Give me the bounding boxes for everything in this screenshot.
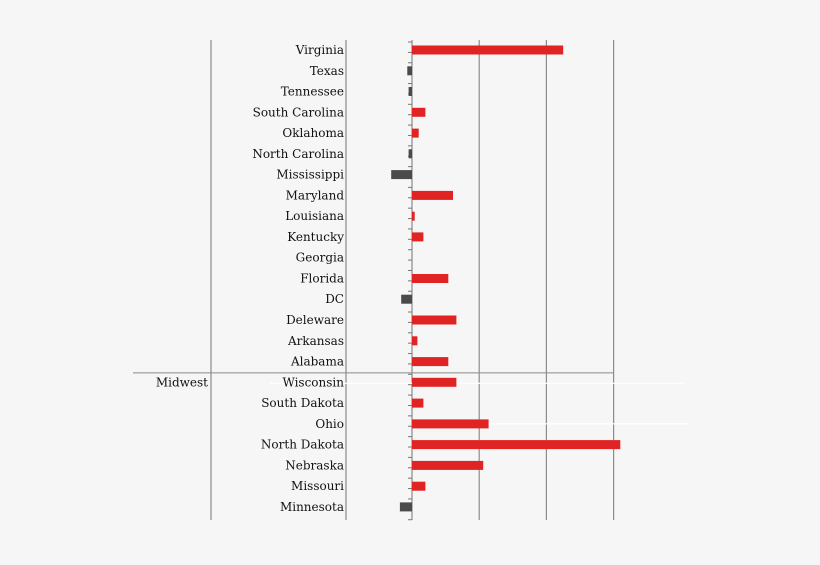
category-label-south-dakota: South Dakota [261,396,344,410]
category-label-north-dakota: North Dakota [261,438,344,452]
bar-maryland [412,190,453,200]
category-label-tennessee: Tennessee [281,85,344,99]
bar-dc [401,294,412,304]
category-label-virginia: Virginia [295,43,344,57]
bars [391,45,621,512]
category-label-wisconsin: Wisconsin [282,375,344,389]
bar-virginia [412,45,564,55]
category-label-mississippi: Mississippi [276,168,344,182]
bar-tennessee [408,87,412,96]
bar-louisiana [412,211,415,221]
bar-north-dakota [412,440,621,450]
bar-minnesota [399,502,412,512]
bar-mississippi [391,170,412,180]
category-label-south-carolina: South Carolina [253,105,344,119]
category-label-alabama: Alabama [290,355,344,369]
bar-wisconsin [412,377,457,387]
category-label-north-carolina: North Carolina [252,147,344,161]
bar-texas [407,66,412,76]
category-label-oklahoma: Oklahoma [282,126,344,140]
category-label-maryland: Maryland [286,188,345,202]
bar-oklahoma [412,128,419,138]
bar-ohio [412,419,489,429]
bar-missouri [412,481,426,491]
category-label-texas: Texas [310,64,344,78]
bar-south-dakota [412,398,424,408]
bar-north-carolina [408,149,412,159]
category-label-nebraska: Nebraska [285,458,344,472]
category-label-louisiana: Louisiana [285,209,344,223]
category-label-deleware: Deleware [286,313,344,327]
category-label-arkansas: Arkansas [287,334,344,348]
bar-florida [412,274,449,283]
category-label-georgia: Georgia [296,251,344,265]
category-label-florida: Florida [300,272,344,286]
category-label-minnesota: Minnesota [280,500,344,514]
group-label-midwest: Midwest [156,375,208,389]
bar-south-carolina [412,107,426,117]
category-label-dc: DC [325,292,344,306]
category-label-ohio: Ohio [315,417,344,431]
bar-nebraska [412,460,484,470]
bar-kentucky [412,232,424,242]
bar-deleware [412,315,457,325]
category-labels: Virginia Texas Tennessee South Carolina Okla… [252,43,344,514]
gridlines [478,40,615,520]
bar-alabama [412,357,449,367]
category-label-missouri: Missouri [291,479,344,493]
category-label-kentucky: Kentucky [287,230,344,244]
bar-arkansas [412,336,418,346]
